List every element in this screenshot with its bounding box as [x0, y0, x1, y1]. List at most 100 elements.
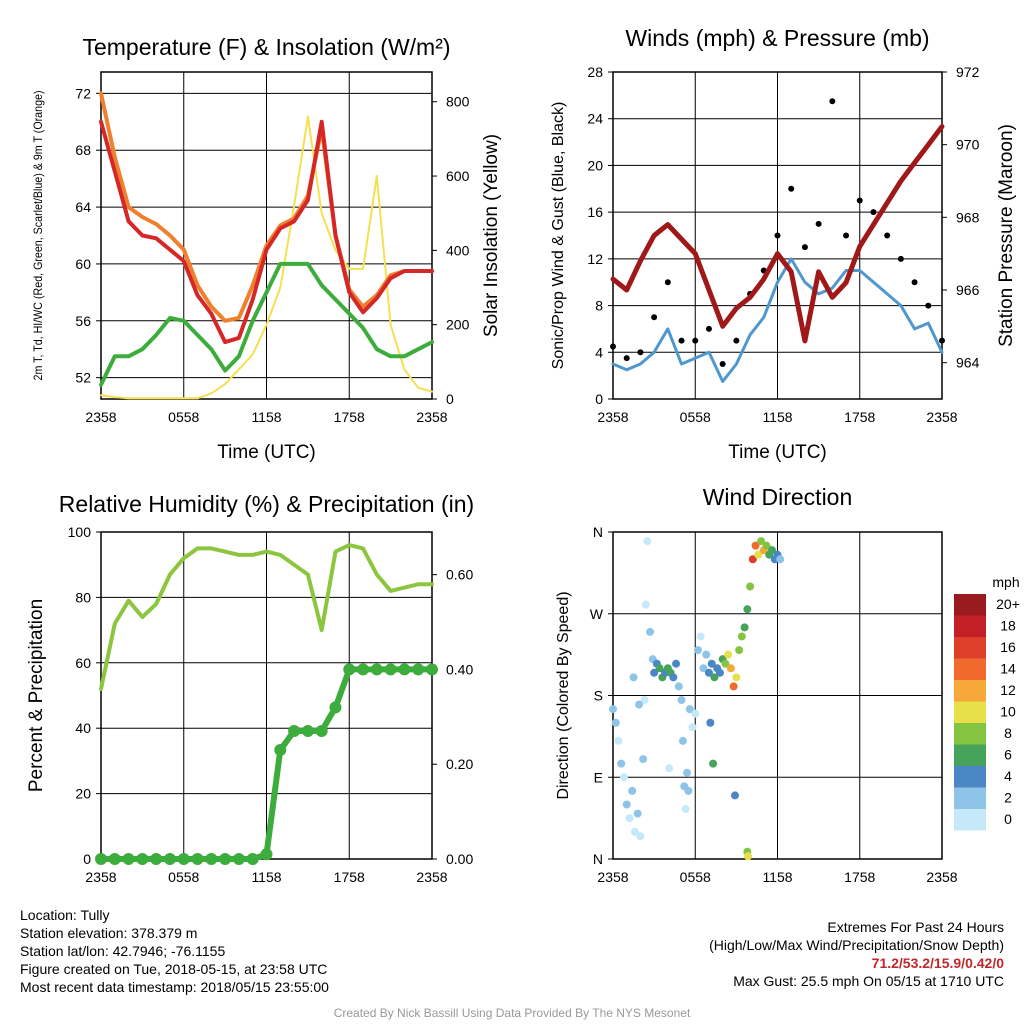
station-location: Location: Tully — [20, 907, 110, 923]
direction-point — [617, 759, 626, 768]
extremes-values: 71.2/53.2/15.9/0.42/0 — [871, 955, 1004, 971]
gust-point — [788, 185, 795, 192]
legend-label: 10 — [1000, 704, 1016, 720]
max-gust: Max Gust: 25.5 mph On 05/15 at 1710 UTC — [733, 973, 1004, 989]
direction-point — [746, 582, 755, 591]
legend-swatch — [954, 594, 986, 616]
direction-point — [776, 555, 785, 564]
direction-point — [677, 696, 686, 705]
x-tick-label: 1758 — [844, 409, 875, 425]
direction-point — [643, 537, 652, 546]
y2-axis-label: Solar Insolation (Yellow) — [481, 134, 502, 337]
direction-point — [721, 659, 730, 668]
direction-point — [646, 627, 655, 636]
legend-label: 18 — [1000, 618, 1016, 634]
y-tick-label: S — [594, 688, 603, 704]
x-tick-label: 0558 — [680, 869, 711, 885]
station-elevation: Station elevation: 378.379 m — [20, 925, 198, 941]
gust-point — [733, 337, 740, 344]
direction-point — [622, 800, 631, 809]
direction-point — [683, 768, 692, 777]
direction-point — [635, 700, 644, 709]
series-t2m — [99, 119, 434, 345]
gust-point — [939, 337, 945, 344]
gust-point — [911, 279, 918, 286]
gust-point — [637, 349, 644, 356]
gust-point — [774, 232, 781, 239]
x-tick-label: 0558 — [168, 409, 199, 425]
direction-point — [636, 832, 645, 841]
y-tick-label: 68 — [75, 142, 91, 158]
x-tick-label: 2358 — [85, 409, 116, 425]
legend-label: 20+ — [996, 596, 1020, 612]
direction-point — [744, 852, 753, 861]
y2-tick-label: 400 — [446, 242, 470, 258]
y-tick-label: 100 — [68, 524, 92, 540]
y-tick-label: 60 — [75, 256, 91, 272]
direction-point — [735, 646, 744, 655]
gust-point — [815, 220, 822, 227]
y-tick-label: 24 — [587, 111, 603, 127]
y-tick-label: 20 — [75, 786, 91, 802]
gust-point — [692, 337, 699, 344]
y-tick-label: 8 — [595, 298, 603, 314]
y2-tick-label: 200 — [446, 317, 470, 333]
gust-point — [856, 197, 863, 204]
direction-point — [630, 827, 639, 836]
direction-point — [702, 650, 711, 659]
direction-point — [740, 623, 749, 632]
direction-point — [693, 646, 702, 655]
direction-point — [704, 668, 713, 677]
y-axis-label: Sonic/Prop Wind & Gust (Blue, Black) — [550, 102, 567, 370]
direction-point — [684, 786, 693, 795]
gust-point — [610, 343, 616, 350]
x-tick-label: 2358 — [416, 409, 447, 425]
direction-point — [650, 668, 659, 677]
plot-frame — [612, 531, 943, 860]
x-tick-label: 0558 — [168, 869, 199, 885]
x-tick-label: 1158 — [762, 869, 792, 885]
x-tick-label: 1158 — [251, 869, 281, 885]
legend-swatch — [954, 701, 986, 723]
direction-point — [710, 673, 719, 682]
y-tick-label: 28 — [587, 64, 603, 80]
gust-point — [843, 232, 850, 239]
y-tick-label: E — [594, 769, 603, 785]
y2-axis-label: Station Pressure (Maroon) — [996, 124, 1017, 347]
gust-point — [925, 302, 932, 309]
figure-created: Figure created on Tue, 2018-05-15, at 23… — [20, 961, 328, 977]
legend-label: 2 — [1004, 790, 1012, 806]
x-axis-label: Time (UTC) — [217, 442, 316, 463]
y-tick-label: N — [593, 851, 603, 867]
direction-point — [709, 759, 718, 768]
x-tick-label: 1758 — [844, 869, 875, 885]
direction-point — [672, 659, 681, 668]
y-tick-label: W — [590, 606, 604, 622]
direction-point — [685, 705, 694, 714]
series-rh — [99, 543, 434, 691]
direction-point — [674, 682, 683, 691]
direction-point — [748, 555, 757, 564]
y2-tick-label: 0.00 — [446, 851, 473, 867]
gust-point — [829, 98, 836, 105]
direction-point — [633, 809, 642, 818]
legend-label: 8 — [1004, 725, 1012, 741]
gust-point — [719, 360, 726, 367]
y-tick-label: 64 — [75, 199, 91, 215]
legend-title: mph — [992, 574, 1019, 590]
legend-swatch — [954, 809, 986, 831]
panel-1 — [96, 71, 437, 400]
direction-point — [665, 764, 674, 773]
direction-point — [754, 550, 763, 559]
direction-point — [696, 632, 705, 641]
y2-tick-label: 964 — [956, 355, 980, 371]
legend-swatch — [954, 723, 986, 745]
panel-title: Temperature (F) & Insolation (W/m²) — [82, 34, 450, 60]
y-tick-label: 52 — [75, 370, 91, 386]
x-tick-label: 1758 — [334, 409, 365, 425]
x-tick-label: 2358 — [926, 869, 957, 885]
series-solar — [100, 115, 433, 400]
gust-point — [897, 255, 904, 262]
legend-swatch — [954, 637, 986, 659]
legend-label: 14 — [1000, 661, 1016, 677]
